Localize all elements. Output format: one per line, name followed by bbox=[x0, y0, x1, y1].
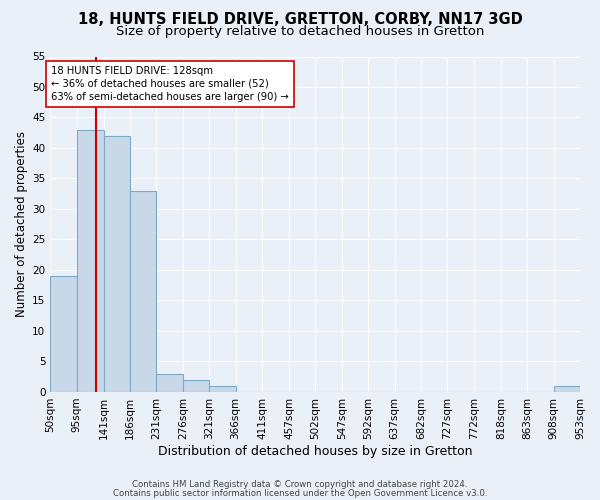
Text: Size of property relative to detached houses in Gretton: Size of property relative to detached ho… bbox=[116, 25, 484, 38]
Bar bbox=[130, 190, 157, 392]
X-axis label: Distribution of detached houses by size in Gretton: Distribution of detached houses by size … bbox=[158, 444, 472, 458]
Bar bbox=[554, 386, 580, 392]
Bar bbox=[104, 136, 130, 392]
Text: 18 HUNTS FIELD DRIVE: 128sqm
← 36% of detached houses are smaller (52)
63% of se: 18 HUNTS FIELD DRIVE: 128sqm ← 36% of de… bbox=[51, 66, 289, 102]
Text: 18, HUNTS FIELD DRIVE, GRETTON, CORBY, NN17 3GD: 18, HUNTS FIELD DRIVE, GRETTON, CORBY, N… bbox=[77, 12, 523, 28]
Bar bbox=[77, 130, 104, 392]
Bar bbox=[209, 386, 236, 392]
Text: Contains HM Land Registry data © Crown copyright and database right 2024.: Contains HM Land Registry data © Crown c… bbox=[132, 480, 468, 489]
Bar bbox=[50, 276, 77, 392]
Bar bbox=[157, 374, 183, 392]
Y-axis label: Number of detached properties: Number of detached properties bbox=[15, 131, 28, 317]
Bar bbox=[183, 380, 209, 392]
Text: Contains public sector information licensed under the Open Government Licence v3: Contains public sector information licen… bbox=[113, 490, 487, 498]
